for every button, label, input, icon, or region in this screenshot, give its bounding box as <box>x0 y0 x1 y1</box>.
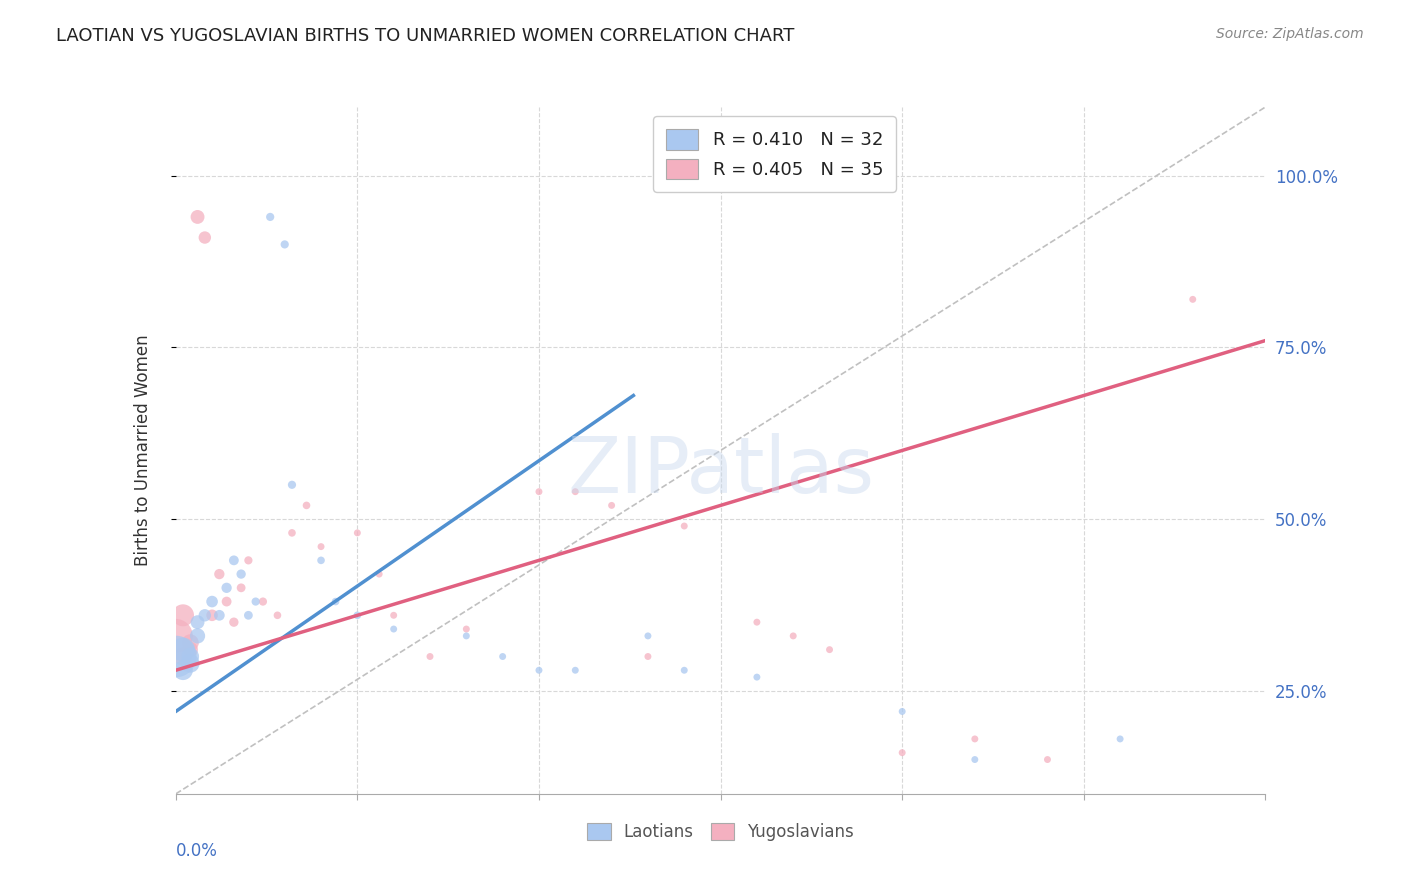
Point <box>266 608 288 623</box>
Point <box>456 622 478 636</box>
Point <box>231 581 253 595</box>
Point <box>215 594 238 608</box>
Point <box>172 642 194 657</box>
Point <box>382 608 405 623</box>
Point <box>222 615 245 630</box>
Text: Source: ZipAtlas.com: Source: ZipAtlas.com <box>1216 27 1364 41</box>
Point <box>194 230 217 244</box>
Point <box>745 670 768 684</box>
Point <box>745 615 768 630</box>
Text: ZIPatlas: ZIPatlas <box>567 433 875 509</box>
Point <box>208 567 231 582</box>
Point <box>637 649 659 664</box>
Point <box>492 649 515 664</box>
Point <box>673 663 696 677</box>
Point <box>891 705 914 719</box>
Point <box>259 210 281 224</box>
Point <box>673 519 696 533</box>
Point <box>165 629 187 643</box>
Point <box>382 622 405 636</box>
Point <box>1109 731 1132 746</box>
Point <box>222 553 245 567</box>
Point <box>309 553 332 567</box>
Point <box>281 525 304 540</box>
Point <box>274 237 297 252</box>
Point <box>309 540 332 554</box>
Point <box>368 567 391 582</box>
Point <box>186 210 209 224</box>
Point <box>564 484 586 499</box>
Point <box>201 608 224 623</box>
Point <box>208 608 231 623</box>
Point <box>245 594 267 608</box>
Point <box>419 649 441 664</box>
Y-axis label: Births to Unmarried Women: Births to Unmarried Women <box>134 334 152 566</box>
Point <box>295 499 318 513</box>
Point <box>252 594 274 608</box>
Point <box>1181 293 1204 307</box>
Legend: Laotians, Yugoslavians: Laotians, Yugoslavians <box>581 816 860 847</box>
Point <box>238 608 260 623</box>
Point <box>194 608 217 623</box>
Point <box>201 594 224 608</box>
Point <box>186 615 209 630</box>
Text: 0.0%: 0.0% <box>176 842 218 860</box>
Point <box>215 581 238 595</box>
Point <box>1036 753 1059 767</box>
Point <box>346 608 368 623</box>
Point <box>281 478 304 492</box>
Text: LAOTIAN VS YUGOSLAVIAN BIRTHS TO UNMARRIED WOMEN CORRELATION CHART: LAOTIAN VS YUGOSLAVIAN BIRTHS TO UNMARRI… <box>56 27 794 45</box>
Point <box>456 629 478 643</box>
Point <box>172 608 194 623</box>
Point <box>600 499 623 513</box>
Point <box>172 663 194 677</box>
Point <box>238 553 260 567</box>
Point <box>891 746 914 760</box>
Point <box>179 649 201 664</box>
Point <box>179 636 201 650</box>
Point <box>564 663 586 677</box>
Point <box>172 649 194 664</box>
Point <box>963 753 986 767</box>
Point <box>179 657 201 671</box>
Point <box>818 642 841 657</box>
Point <box>346 525 368 540</box>
Point <box>325 594 347 608</box>
Point <box>186 629 209 643</box>
Point <box>231 567 253 582</box>
Point <box>179 642 201 657</box>
Point <box>165 649 187 664</box>
Point <box>637 629 659 643</box>
Point <box>527 484 550 499</box>
Point <box>782 629 804 643</box>
Point <box>527 663 550 677</box>
Point <box>963 731 986 746</box>
